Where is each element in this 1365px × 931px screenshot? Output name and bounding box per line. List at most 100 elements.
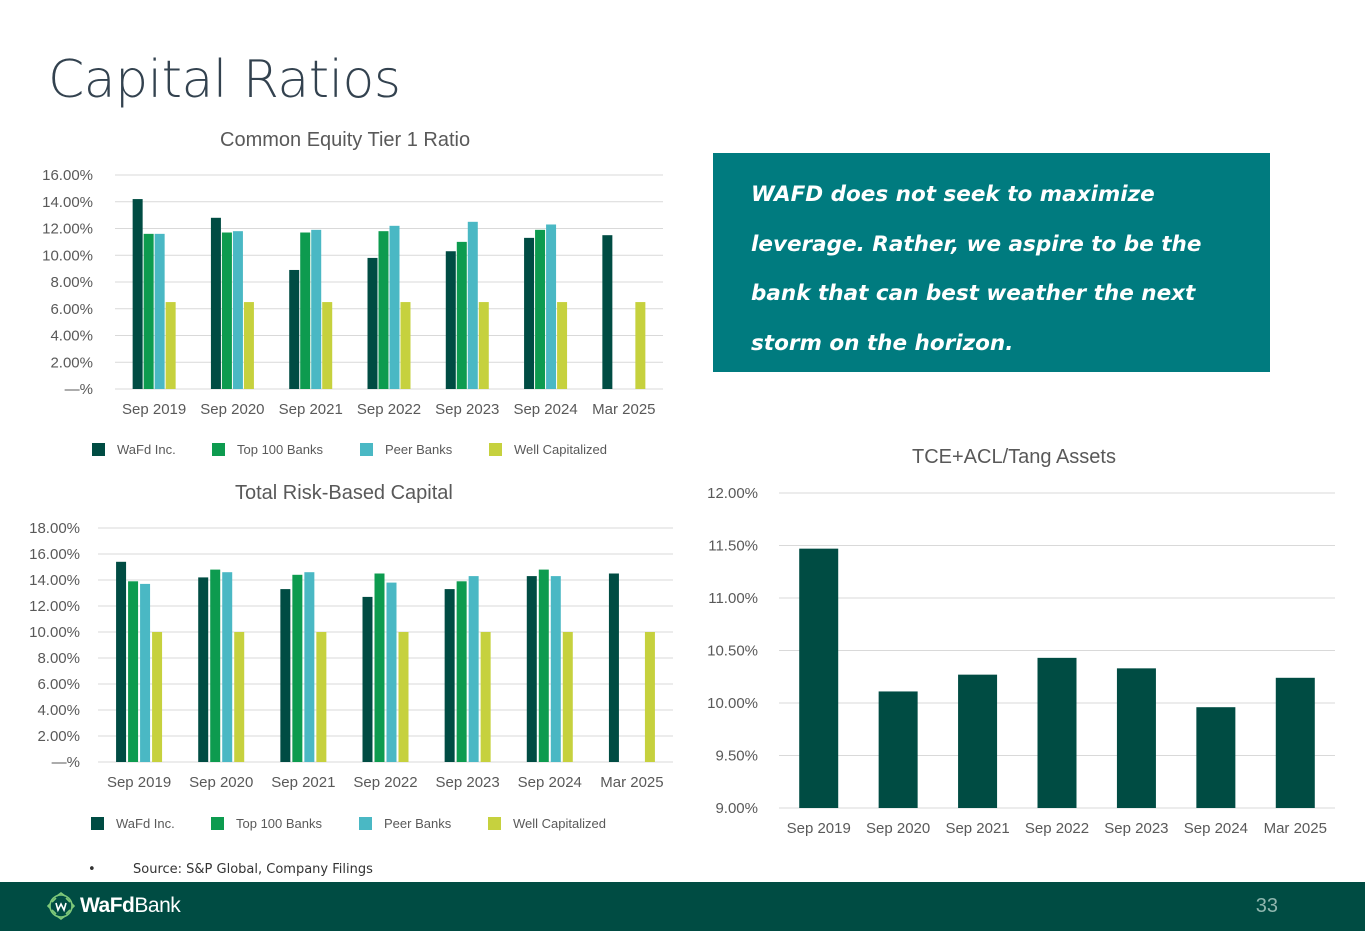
x-tick-label: Mar 2025 xyxy=(592,401,655,418)
bar-well-capitalized-sep-2024 xyxy=(562,632,573,762)
bar-top-100-banks-sep-2021 xyxy=(300,232,311,389)
bar-wafd-inc--sep-2022 xyxy=(367,257,378,389)
y-tick-label: 10.00% xyxy=(42,247,93,264)
bar-well-capitalized-sep-2023 xyxy=(478,302,489,389)
callout-box: WAFD does not seek to maximize leverage.… xyxy=(713,153,1270,372)
bar-peer-banks-sep-2022 xyxy=(389,225,400,389)
legend-top100: Top 100 Banks xyxy=(211,816,322,831)
bar-well-capitalized-sep-2021 xyxy=(322,302,333,389)
bar-peer-banks-sep-2023 xyxy=(467,221,478,389)
page-title: Capital Ratios xyxy=(48,50,401,110)
bar-peer-banks-sep-2024 xyxy=(550,576,561,762)
x-tick-label: Sep 2022 xyxy=(353,774,417,791)
bar-peer-banks-sep-2019 xyxy=(140,583,151,762)
source-note: • Source: S&P Global, Company Filings xyxy=(88,862,373,877)
legend-swatch-wafd xyxy=(92,443,105,456)
legend-peer: Peer Banks xyxy=(359,816,451,831)
y-tick-label: 9.00% xyxy=(715,800,758,817)
y-tick-label: 10.00% xyxy=(707,695,758,712)
page-number: 33 xyxy=(1255,895,1278,917)
wafd-logo-icon xyxy=(46,892,76,920)
bar-peer-banks-sep-2024 xyxy=(546,224,557,389)
logo-wafd-text: WaFd xyxy=(80,894,135,917)
bar-wafd-sep-2023 xyxy=(1116,668,1156,808)
bar-well-capitalized-sep-2022 xyxy=(398,632,409,762)
bar-wafd-inc--mar-2025 xyxy=(608,573,619,762)
legend-swatch-peer xyxy=(359,817,372,830)
bar-peer-banks-sep-2021 xyxy=(304,572,315,762)
x-tick-label: Sep 2022 xyxy=(1025,820,1089,837)
bar-peer-banks-sep-2020 xyxy=(232,231,243,389)
x-tick-label: Sep 2020 xyxy=(200,401,264,418)
bar-well-capitalized-sep-2022 xyxy=(400,302,411,389)
y-tick-label: 16.00% xyxy=(29,546,80,563)
legend-swatch-top100 xyxy=(211,817,224,830)
cet1-chart-title: Common Equity Tier 1 Ratio xyxy=(220,129,471,151)
source-text: Source: S&P Global, Company Filings xyxy=(133,862,373,877)
y-tick-label: —% xyxy=(65,381,93,398)
bar-top-100-banks-sep-2021 xyxy=(292,574,303,762)
bar-top-100-banks-sep-2022 xyxy=(374,573,385,762)
bar-well-capitalized-mar-2025 xyxy=(644,632,655,762)
bar-well-capitalized-sep-2020 xyxy=(243,302,254,389)
legend-swatch-top100 xyxy=(212,443,225,456)
legend-label-wafd: WaFd Inc. xyxy=(116,816,175,831)
bar-peer-banks-sep-2019 xyxy=(154,233,165,389)
legend-well: Well Capitalized xyxy=(489,442,607,457)
bar-wafd-inc--sep-2023 xyxy=(444,589,455,762)
y-tick-label: 2.00% xyxy=(37,728,80,745)
legend-swatch-wafd xyxy=(91,817,104,830)
logo-bank-text: Bank xyxy=(134,894,181,917)
bar-peer-banks-sep-2020 xyxy=(222,572,233,762)
y-tick-label: 8.00% xyxy=(50,274,93,291)
legend-wafd: WaFd Inc. xyxy=(91,816,175,831)
bar-wafd-inc--sep-2024 xyxy=(524,237,535,389)
tce-chart-title: TCE+ACL/Tang Assets xyxy=(912,446,1116,468)
legend-label-peer: Peer Banks xyxy=(384,816,452,831)
bar-wafd-inc--sep-2022 xyxy=(362,596,373,762)
legend-swatch-well xyxy=(488,817,501,830)
bar-wafd-inc--sep-2024 xyxy=(526,576,537,762)
bar-wafd-inc--mar-2025 xyxy=(602,235,613,389)
y-tick-label: 8.00% xyxy=(37,650,80,667)
bar-wafd-inc--sep-2019 xyxy=(132,199,143,389)
x-tick-label: Sep 2021 xyxy=(945,820,1009,837)
x-tick-label: Sep 2024 xyxy=(513,401,577,418)
y-tick-label: —% xyxy=(52,754,80,771)
bar-peer-banks-sep-2023 xyxy=(468,576,479,762)
bar-top-100-banks-sep-2024 xyxy=(535,229,546,389)
y-tick-label: 4.00% xyxy=(50,328,93,345)
legend-label-well: Well Capitalized xyxy=(513,816,606,831)
legend-swatch-well xyxy=(489,443,502,456)
y-tick-label: 11.50% xyxy=(708,538,758,555)
bar-top-100-banks-sep-2023 xyxy=(456,241,467,389)
legend-peer: Peer Banks xyxy=(360,442,452,457)
legend-label-peer: Peer Banks xyxy=(385,442,453,457)
legend-label-wafd: WaFd Inc. xyxy=(117,442,176,457)
bar-top-100-banks-sep-2022 xyxy=(378,231,389,389)
x-tick-label: Sep 2020 xyxy=(866,820,930,837)
footer-bar xyxy=(0,882,1365,931)
y-tick-label: 12.00% xyxy=(29,598,80,615)
y-tick-label: 14.00% xyxy=(42,194,93,211)
bar-wafd-inc--sep-2021 xyxy=(280,589,291,762)
y-tick-label: 14.00% xyxy=(29,572,80,589)
source-bullet: • xyxy=(88,862,96,877)
legend-wafd: WaFd Inc. xyxy=(92,442,176,457)
bar-well-capitalized-sep-2021 xyxy=(316,632,327,762)
bar-well-capitalized-sep-2019 xyxy=(165,302,176,389)
y-tick-label: 10.50% xyxy=(707,643,758,660)
bar-well-capitalized-sep-2023 xyxy=(480,632,491,762)
y-tick-label: 16.00% xyxy=(42,167,93,184)
wafd-bank-logo: WaFd Bank xyxy=(46,891,181,921)
bar-top-100-banks-sep-2019 xyxy=(143,233,154,389)
y-tick-label: 12.00% xyxy=(42,221,93,238)
bar-wafd-sep-2019 xyxy=(799,548,839,808)
y-tick-label: 12.00% xyxy=(707,485,758,502)
bar-wafd-sep-2024 xyxy=(1196,707,1236,808)
bar-peer-banks-sep-2022 xyxy=(386,582,397,762)
bar-wafd-sep-2020 xyxy=(878,691,918,808)
